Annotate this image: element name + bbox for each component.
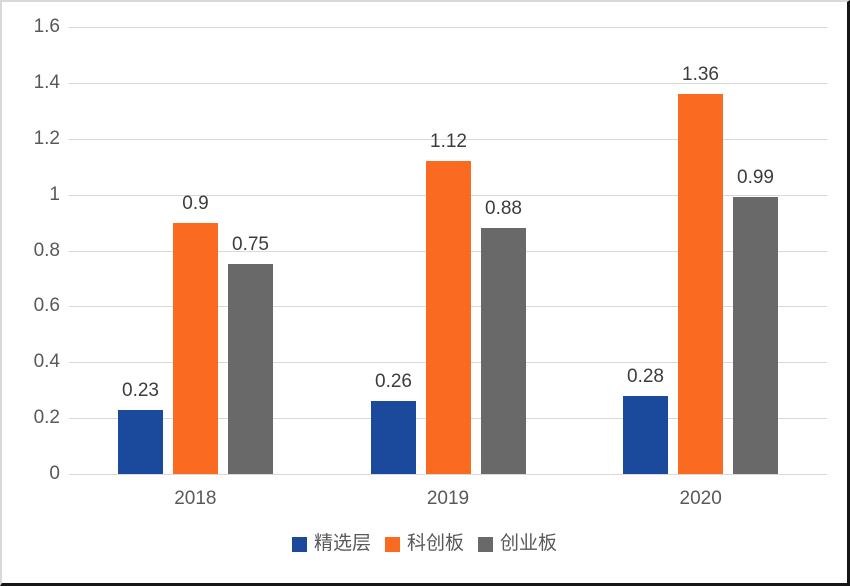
legend-label: 创业板 <box>500 533 558 554</box>
legend-swatch-icon <box>478 536 493 552</box>
gridline <box>69 139 827 140</box>
y-axis-tick-label: 0.2 <box>33 407 60 428</box>
y-axis-tick-label: 0.6 <box>33 295 60 316</box>
legend-item: 精选层 <box>291 533 371 555</box>
bar-value-label: 0.23 <box>122 380 159 401</box>
bar-科创板-2018 <box>173 223 218 474</box>
bar-精选层-2018 <box>118 410 163 474</box>
legend-label: 精选层 <box>313 533 371 554</box>
legend-item: 科创板 <box>384 533 464 555</box>
bar-value-label: 1.36 <box>682 64 719 85</box>
y-axis-tick-label: 0.8 <box>33 240 60 261</box>
gridline <box>69 27 827 28</box>
gridline <box>69 83 827 84</box>
bar-value-label: 0.99 <box>737 167 774 188</box>
bar-创业板-2019 <box>481 228 526 474</box>
legend-swatch-icon <box>384 536 400 552</box>
bar-value-label: 0.28 <box>627 366 664 387</box>
bar-value-label: 0.9 <box>182 193 209 214</box>
bar-value-label: 1.12 <box>430 131 467 152</box>
legend-item: 创业板 <box>478 533 557 555</box>
bar-精选层-2020 <box>623 396 668 474</box>
y-axis-tick-label: 0 <box>49 463 60 484</box>
bar-创业板-2020 <box>733 197 778 474</box>
x-axis-tick-label: 2018 <box>174 488 217 509</box>
legend-swatch-icon <box>291 536 307 552</box>
bar-精选层-2019 <box>371 401 416 474</box>
x-axis-tick-label: 2019 <box>426 488 470 509</box>
y-axis-tick-label: 1.2 <box>33 128 60 149</box>
bar-value-label: 0.75 <box>232 234 269 255</box>
bar-科创板-2020 <box>678 94 723 474</box>
legend-label: 科创板 <box>406 533 464 554</box>
y-axis-tick-label: 0.4 <box>33 351 60 372</box>
bar-value-label: 0.88 <box>485 198 522 219</box>
legend: 精选层 科创板 创业板 <box>2 533 847 555</box>
y-axis-tick-label: 1.4 <box>33 72 60 93</box>
y-axis-tick-label: 1 <box>49 184 60 205</box>
bar-创业板-2018 <box>228 264 273 474</box>
y-axis-tick-label: 1.6 <box>33 16 60 37</box>
gridline <box>69 474 827 475</box>
bar-value-label: 0.26 <box>375 371 412 392</box>
bar-科创板-2019 <box>426 161 471 474</box>
x-axis-tick-label: 2020 <box>679 488 722 509</box>
